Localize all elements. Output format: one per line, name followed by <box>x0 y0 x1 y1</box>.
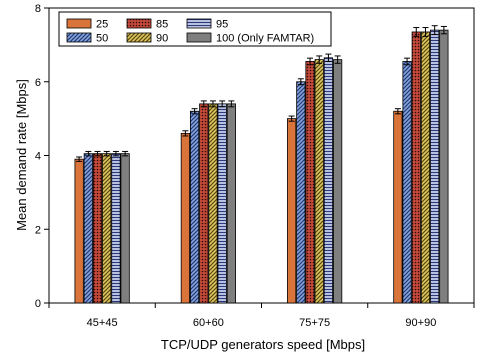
bar <box>83 153 93 304</box>
error-bar <box>422 27 429 37</box>
legend-swatch <box>66 18 92 29</box>
x-tick-label: 60+60 <box>193 317 224 329</box>
legend-label: 85 <box>156 19 168 31</box>
error-bar <box>209 100 216 108</box>
legend-item: 25 <box>66 18 108 31</box>
error-bar <box>112 150 119 157</box>
x-tick-label: 90+90 <box>405 317 436 329</box>
error-bar <box>440 25 447 35</box>
legend-label: 90 <box>156 33 168 45</box>
legend-label: 50 <box>96 33 108 45</box>
error-bar <box>334 55 341 64</box>
bar <box>120 153 130 304</box>
error-bar <box>219 100 226 108</box>
legend-item: 85 <box>126 18 168 31</box>
bar <box>189 110 200 304</box>
bar <box>333 59 343 304</box>
y-tick-label: 2 <box>35 224 41 236</box>
legend-item: 50 <box>66 32 108 45</box>
bar-series-group <box>74 25 449 304</box>
legend-swatch <box>126 32 152 43</box>
bar <box>217 103 227 304</box>
bar <box>439 29 449 304</box>
error-bar <box>122 150 129 157</box>
bar <box>102 153 112 304</box>
bar <box>393 110 403 304</box>
error-bar <box>85 150 92 157</box>
x-tick-label: 45+45 <box>87 317 118 329</box>
error-bar <box>316 55 323 64</box>
error-bar <box>404 57 411 66</box>
y-tick-label: 8 <box>35 3 41 15</box>
bar <box>323 57 334 304</box>
legend-label: 100 (Only FAMTAR) <box>216 33 314 45</box>
bar <box>226 103 236 304</box>
bar <box>296 81 306 304</box>
legend-swatch <box>186 18 212 29</box>
error-bar <box>94 150 101 157</box>
bar <box>430 29 440 304</box>
y-tick-label: 4 <box>35 151 41 163</box>
bar <box>411 31 421 304</box>
y-tick-label: 0 <box>35 298 41 310</box>
bar <box>402 61 412 304</box>
error-bar <box>288 115 295 122</box>
legend-swatch <box>66 32 92 43</box>
legend-label: 95 <box>216 19 228 31</box>
legend-item: 100 (Only FAMTAR) <box>186 32 314 45</box>
legend-item: 95 <box>186 18 228 31</box>
bar <box>199 103 209 304</box>
bar <box>180 132 190 304</box>
bar <box>420 31 431 304</box>
bar <box>92 153 103 304</box>
error-bar <box>307 57 314 66</box>
error-bar <box>325 53 332 62</box>
y-tick-label: 6 <box>35 77 41 89</box>
error-bar <box>182 130 189 137</box>
legend-item: 90 <box>126 32 168 45</box>
bar <box>111 153 121 304</box>
bar <box>208 103 218 304</box>
error-bar <box>413 27 420 37</box>
error-bar <box>76 156 83 162</box>
error-bar <box>297 78 304 86</box>
x-axis: 45+45 60+60 75+75 90+90 <box>48 303 475 329</box>
error-bar <box>394 108 401 115</box>
error-bar <box>228 100 235 108</box>
bar <box>305 61 315 304</box>
legend-swatch <box>186 32 212 43</box>
error-bar <box>431 25 438 36</box>
bar <box>314 59 324 304</box>
legend-swatch <box>126 18 152 29</box>
legend-label: 25 <box>96 19 108 31</box>
error-bar <box>191 108 198 115</box>
error-bar <box>200 100 207 108</box>
y-axis: 0 2 4 6 8 <box>35 3 49 310</box>
legend: 25 50 85 90 95 100 (Only FAMTAR) <box>58 11 332 47</box>
error-bar <box>103 150 110 157</box>
y-axis-title: Mean demand rate [Mbps] <box>14 79 29 231</box>
x-tick-label: 75+75 <box>299 317 330 329</box>
bar <box>287 118 297 304</box>
x-axis-title: TCP/UDP generators speed [Mbps] <box>161 337 365 352</box>
bar <box>74 158 84 304</box>
